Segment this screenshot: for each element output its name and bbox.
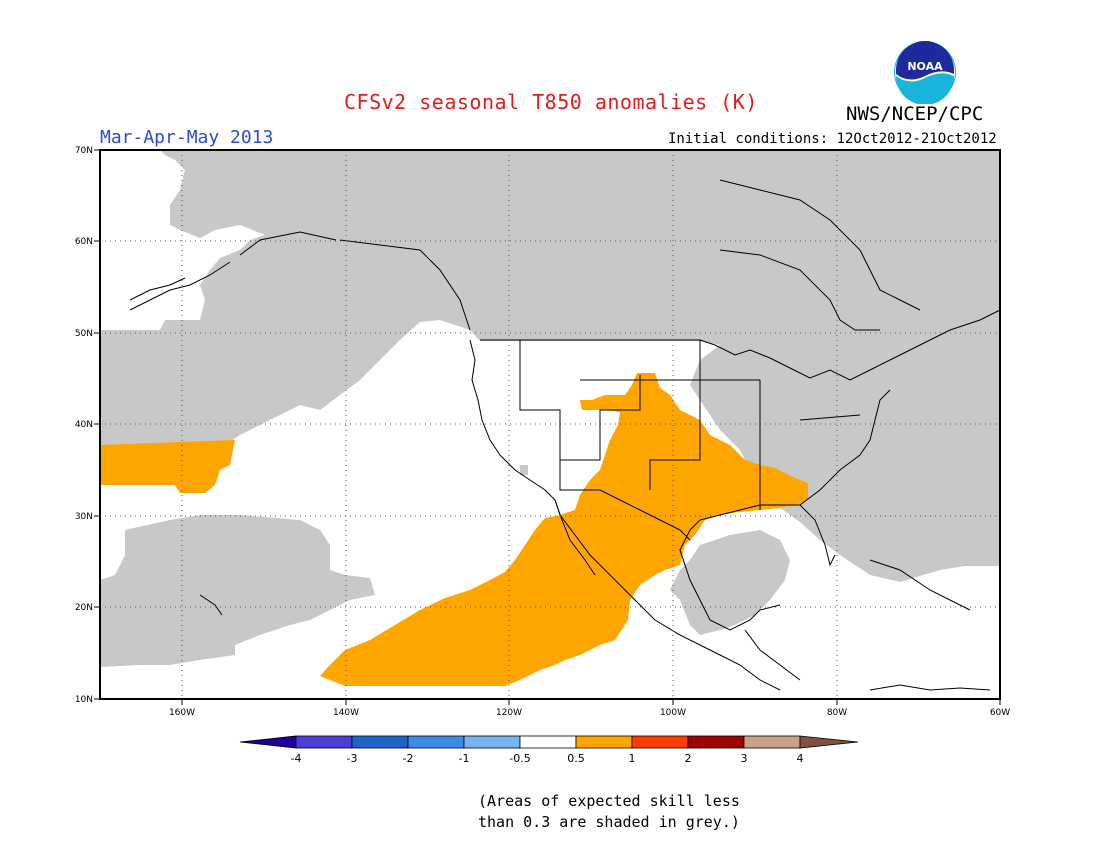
- grey-pacific-south: [100, 515, 375, 667]
- lon-labels: 160W 140W 120W 100W 80W 60W: [169, 708, 1010, 718]
- logo-text: NOAA: [907, 60, 943, 73]
- colorbar-segment: [631, 735, 689, 749]
- colorbar-label: -3: [347, 752, 358, 765]
- grey-eastcoast: [820, 400, 890, 450]
- map-frame-bg: [100, 150, 1000, 699]
- footnote-line: (Areas of expected skill less: [478, 792, 740, 810]
- lat-label: 20N: [75, 603, 93, 613]
- colorbar-segment: [687, 735, 745, 749]
- grey-alaska-top: [160, 150, 336, 240]
- map-ticks: [94, 149, 1001, 705]
- noaa-logo: NOAA: [894, 41, 956, 104]
- lat-labels: 70N 60N 50N 40N 30N 20N 10N: [75, 146, 93, 705]
- colorbar-segment: [799, 735, 859, 749]
- agency-label: NWS/NCEP/CPC: [846, 103, 984, 125]
- lat-label: 40N: [75, 420, 93, 430]
- footnote: (Areas of expected skill less than 0.3 a…: [478, 791, 740, 833]
- colorbar-label: 3: [741, 752, 748, 765]
- grey-north-america: [100, 150, 1000, 582]
- colorbar-segment: [351, 735, 409, 749]
- colorbar-label: 0.5: [567, 752, 585, 765]
- orange-main-patch: [320, 373, 808, 686]
- colorbar-labels: -4 -3 -2 -1 -0.5 0.5 1 2 3 4: [291, 752, 804, 765]
- colorbar-label: 2: [685, 752, 692, 765]
- map-gridlines: [100, 150, 1000, 699]
- colorbar-segment: [575, 735, 633, 749]
- lon-label: 100W: [660, 708, 686, 718]
- lon-label: 120W: [496, 708, 522, 718]
- lat-label: 60N: [75, 237, 93, 247]
- grey-gulf: [670, 530, 790, 635]
- lon-label: 60W: [990, 708, 1010, 718]
- colorbar-segment: [743, 735, 801, 749]
- map-frame: [99, 149, 1001, 700]
- lon-label: 80W: [827, 708, 847, 718]
- footnote-line: than 0.3 are shaded in grey.): [478, 813, 740, 831]
- coastlines-borders: [129, 179, 1001, 691]
- colorbar-label: -4: [291, 752, 302, 765]
- colorbar: [239, 735, 859, 749]
- lat-label: 30N: [75, 512, 93, 522]
- colorbar-segment: [295, 735, 353, 749]
- colorbar-label: -1: [459, 752, 470, 765]
- grey-dot: [520, 465, 528, 475]
- colorbar-segment: [407, 735, 465, 749]
- initial-conditions-label: Initial conditions: 12Oct2012-21Oct2012: [668, 131, 997, 147]
- low-skill-grey-areas: [100, 150, 1000, 667]
- lat-label: 10N: [75, 695, 93, 705]
- lat-label: 50N: [75, 329, 93, 339]
- colorbar-segment: [519, 735, 577, 749]
- chart-title: CFSv2 seasonal T850 anomalies (K): [344, 90, 758, 114]
- positive-anomaly-orange-areas: [100, 373, 808, 686]
- colorbar-label: 4: [797, 752, 804, 765]
- season-label: Mar-Apr-May 2013: [100, 127, 274, 148]
- orange-pacific-patch: [100, 440, 235, 493]
- colorbar-label: -0.5: [509, 752, 530, 765]
- lat-label: 70N: [75, 146, 93, 156]
- lon-label: 140W: [333, 708, 359, 718]
- colorbar-segment: [239, 735, 297, 749]
- lon-label: 160W: [169, 708, 195, 718]
- colorbar-label: 1: [629, 752, 636, 765]
- colorbar-segment: [463, 735, 521, 749]
- colorbar-label: -2: [403, 752, 414, 765]
